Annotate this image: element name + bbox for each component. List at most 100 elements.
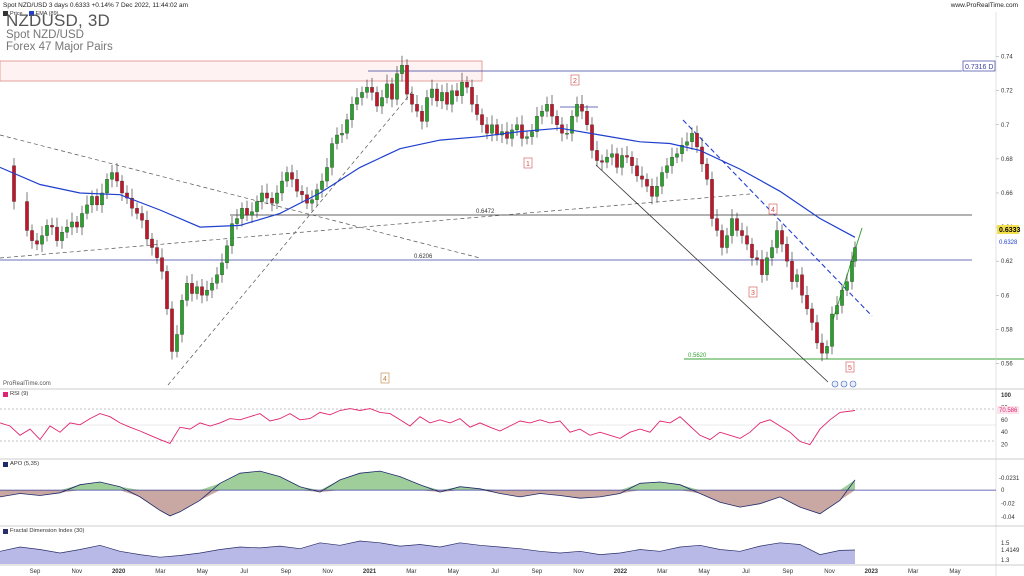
candle-body bbox=[30, 230, 34, 241]
candle-body bbox=[305, 194, 309, 204]
candle-body bbox=[155, 247, 159, 258]
candle-body bbox=[430, 88, 434, 98]
candle-body bbox=[620, 155, 624, 168]
candle-body bbox=[505, 131, 509, 139]
candle-body bbox=[55, 226, 59, 241]
candle-body bbox=[490, 124, 494, 134]
candle-body bbox=[470, 87, 474, 105]
candle-body bbox=[685, 141, 689, 146]
price-axis[interactable]: 0.74 0.72 0.7 0.68 0.66 0.64 0.62 0.6 0.58 0.56 bbox=[996, 55, 1013, 368]
candle-body bbox=[650, 186, 654, 197]
time-tick-label: Mar bbox=[908, 569, 918, 575]
fdi-label[interactable]: Fractal Dimension Index (30) bbox=[3, 528, 84, 534]
apo-tick-label: 0.02 bbox=[1001, 475, 1013, 481]
legend-ema[interactable]: EMA (89) bbox=[28, 11, 58, 17]
candle-body bbox=[130, 197, 134, 209]
candle-body bbox=[805, 295, 809, 310]
candle-body bbox=[710, 179, 714, 219]
time-tick-label: Nov bbox=[322, 569, 333, 575]
rsi-label[interactable]: RSI (9) bbox=[3, 391, 28, 397]
rsi-line bbox=[0, 408, 856, 446]
candle-body bbox=[755, 257, 759, 260]
candle-body bbox=[820, 342, 824, 354]
apo-label[interactable]: APO (5,35) bbox=[3, 461, 39, 467]
candle-body bbox=[245, 208, 249, 216]
watermark: ProRealTime.com bbox=[3, 381, 51, 387]
candle-body bbox=[720, 230, 724, 248]
chart-legend: Price EMA (89) bbox=[3, 11, 58, 17]
candle-body bbox=[850, 261, 854, 282]
candle-body bbox=[330, 143, 334, 168]
candle-body bbox=[135, 208, 139, 214]
candle-body bbox=[435, 88, 439, 102]
candle-body bbox=[475, 104, 479, 115]
price-pane[interactable] bbox=[0, 12, 1024, 389]
candle-body bbox=[240, 208, 244, 219]
time-tick-label: Nov bbox=[824, 569, 835, 575]
svg-text:4: 4 bbox=[771, 207, 775, 214]
candle-body bbox=[140, 213, 144, 221]
candle-body bbox=[853, 247, 857, 262]
trendline-blue bbox=[682, 119, 873, 317]
candle-body bbox=[370, 87, 374, 93]
wave-label-1: 1 bbox=[523, 157, 533, 169]
candle-body bbox=[315, 189, 319, 200]
candle-body bbox=[610, 153, 614, 158]
apo-line bbox=[0, 470, 856, 517]
time-tick-label: Nov bbox=[71, 569, 82, 575]
candle-body bbox=[600, 160, 604, 163]
price-tick-label: 0.62 bbox=[1001, 259, 1013, 265]
candle-body bbox=[420, 111, 424, 122]
candles bbox=[12, 55, 857, 362]
apo-pane[interactable] bbox=[0, 470, 996, 517]
candle-body bbox=[70, 221, 74, 228]
candle-body bbox=[150, 238, 154, 248]
candle-body bbox=[295, 179, 299, 192]
candle-body bbox=[660, 172, 664, 187]
candle-body bbox=[735, 218, 739, 231]
rsi-tick-label: 40 bbox=[1001, 430, 1008, 436]
svg-text:5: 5 bbox=[848, 365, 852, 372]
candle-body bbox=[835, 305, 839, 315]
trendline-dashed-down bbox=[0, 134, 481, 259]
candle-body bbox=[165, 271, 169, 310]
candle-body bbox=[825, 346, 829, 354]
candle-body bbox=[480, 114, 484, 125]
svg-text:2: 2 bbox=[573, 78, 577, 85]
candle-body bbox=[585, 111, 589, 125]
candle-body bbox=[100, 192, 104, 206]
rsi-tick-label: 100 bbox=[1001, 393, 1012, 399]
candle-body bbox=[220, 262, 224, 275]
candle-body bbox=[485, 124, 489, 134]
time-tick-label: Jul bbox=[742, 569, 750, 575]
candle-body bbox=[365, 87, 369, 93]
rsi-pane[interactable] bbox=[0, 408, 996, 446]
trendline-down bbox=[595, 164, 829, 383]
candle-body bbox=[395, 73, 399, 100]
candle-body bbox=[800, 274, 804, 296]
apo-value-tag: -0.0231 bbox=[997, 474, 1021, 482]
candle-body bbox=[810, 308, 814, 323]
fdi-pane[interactable] bbox=[0, 540, 856, 564]
fdi-line bbox=[0, 540, 856, 558]
candle-body bbox=[670, 157, 674, 166]
brand-link[interactable]: www.ProRealTime.com bbox=[950, 2, 1018, 9]
candle-body bbox=[695, 133, 699, 148]
candle-body bbox=[575, 104, 579, 117]
candle-body bbox=[250, 211, 254, 216]
candle-body bbox=[550, 104, 554, 117]
candle-body bbox=[605, 157, 609, 163]
candle-body bbox=[120, 180, 124, 194]
legend-price[interactable]: Price bbox=[3, 11, 23, 17]
wave-label-4: 4 bbox=[768, 203, 778, 215]
candle-body bbox=[60, 232, 64, 241]
event-icons[interactable] bbox=[831, 380, 857, 388]
candle-body bbox=[290, 172, 294, 180]
candle-body bbox=[700, 146, 704, 165]
level-label-2: 0.6206 bbox=[414, 254, 433, 260]
rsi-tick-label: 80 bbox=[1001, 405, 1008, 411]
candle-body bbox=[715, 218, 719, 231]
candle-body bbox=[90, 196, 94, 206]
time-axis[interactable]: Sep Nov 2020 Mar May Jul Sep Nov 2021 Mar May Jul Se… bbox=[30, 569, 961, 575]
